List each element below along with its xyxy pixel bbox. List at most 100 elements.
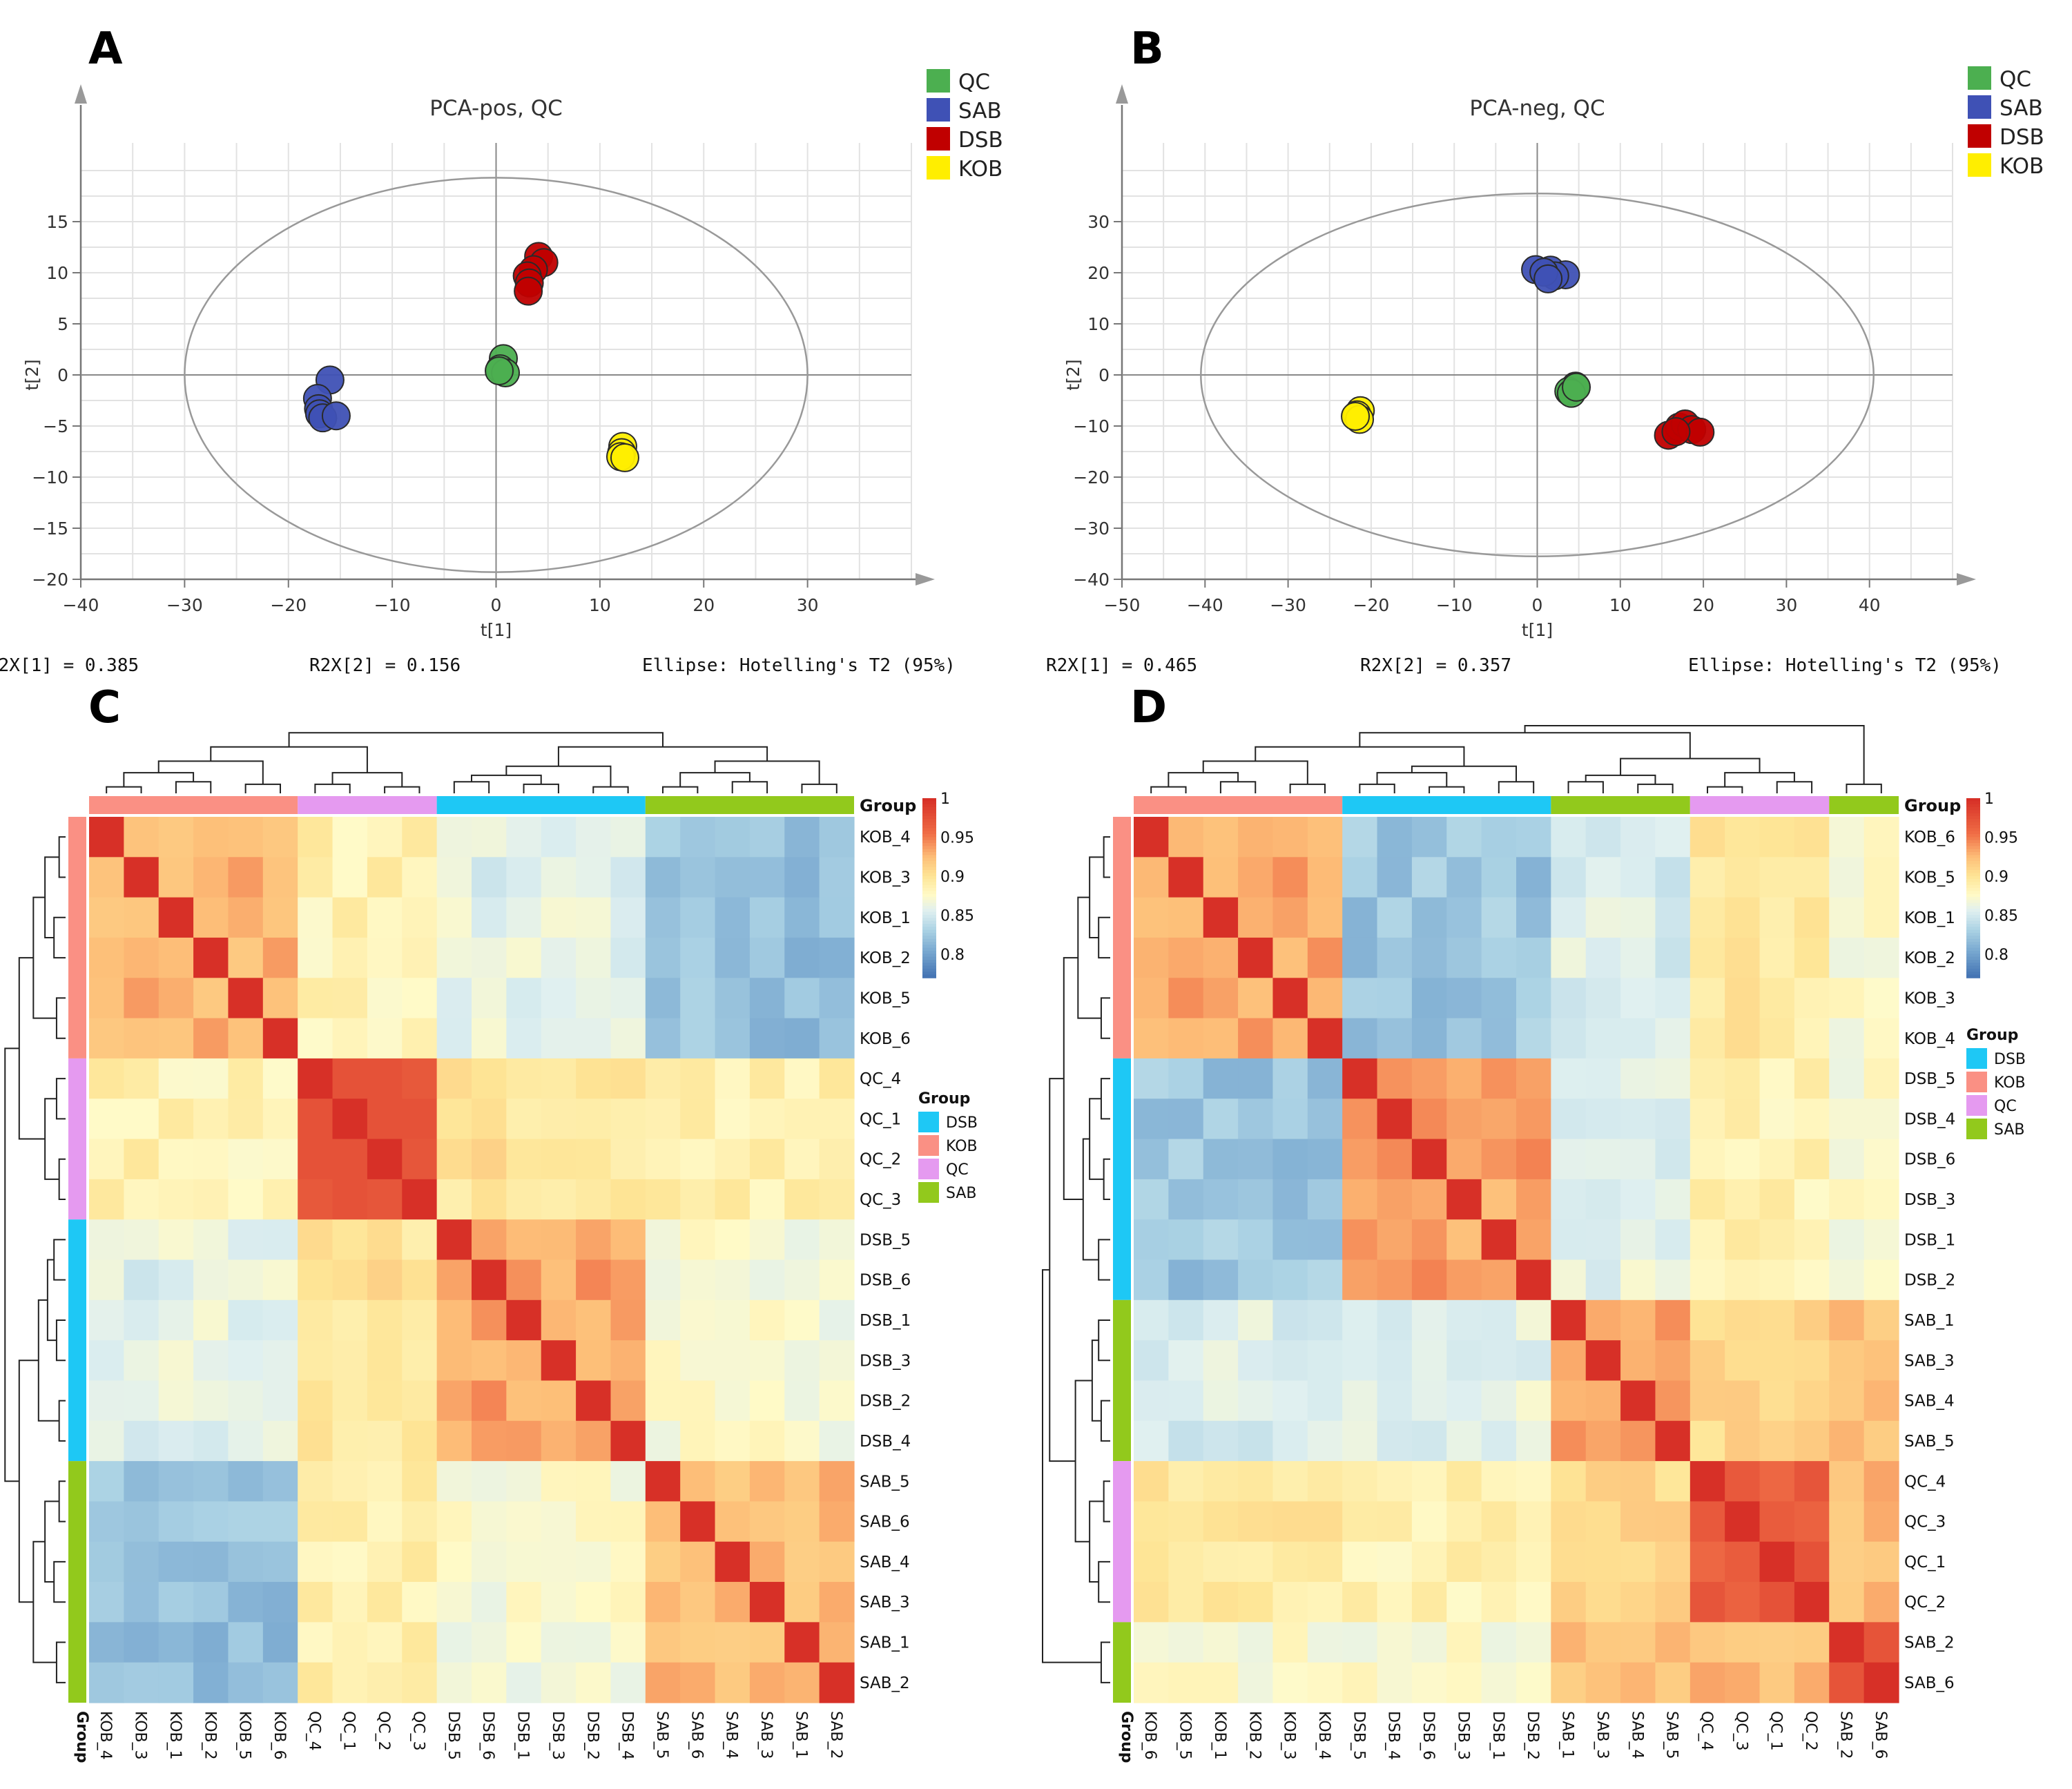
row-label: DSB_1 [1904,1231,1955,1249]
heatmap-cell [262,1340,298,1382]
heatmap-cell [1689,1139,1725,1180]
heatmap-cell [1446,937,1482,978]
heatmap-cell [158,1099,194,1140]
heatmap-cell [1794,857,1830,898]
heatmap-cell [576,897,612,938]
row-label: KOB_6 [1904,829,1955,847]
heatmap-cell [1411,1420,1447,1462]
heatmap-cell [367,1139,403,1180]
heatmap-cell [1725,1179,1761,1220]
heatmap-cell [541,1541,577,1583]
heatmap-cell [784,1420,820,1462]
heatmap-cell [436,1622,472,1663]
group-legend-label-kob: KOB [1994,1074,2026,1092]
column-label: DSB_5 [445,1711,462,1760]
dendrogram-link-side [1082,1138,1099,1261]
heatmap-cell [1307,1340,1343,1382]
heatmap-cell [1689,1219,1725,1261]
colorbar-segment [1966,831,1980,835]
heatmap-cell [298,857,333,898]
heatmap-cell [680,1420,716,1462]
heatmap-cell [506,1541,542,1583]
heatmap-cell [1342,1662,1378,1703]
heatmap-cell [436,1340,472,1382]
heatmap-cell [1446,1058,1482,1099]
dendrogram-link-top [288,732,664,747]
heatmap-cell [1307,1541,1343,1583]
colorbar-segment [1966,960,1980,964]
row-label: QC_2 [1904,1594,1946,1612]
heatmap-cell [1272,1179,1308,1220]
heatmap-cell [298,817,333,858]
heatmap-cell [1655,1541,1691,1583]
colorbar-segment [1966,843,1980,847]
footer-r2x2: R2X[2] = 0.156 [309,655,461,676]
data-point-kob [610,443,639,472]
colorbar-segment [922,798,936,802]
column-label: KOB_4 [1315,1711,1333,1760]
heatmap-cell [1829,1219,1865,1261]
heatmap-cell [158,978,194,1019]
heatmap-cell [1307,1461,1343,1502]
heatmap-cell [124,897,159,938]
heatmap-cell [1863,1179,1899,1220]
group-legend-label-qc: QC [946,1161,969,1179]
colorbar-segment [1966,969,1980,973]
row-label: QC_3 [1904,1514,1946,1531]
colorbar-segment [1966,951,1980,955]
heatmap-cell [819,1501,855,1543]
colorbar-segment [1966,965,1980,969]
heatmap-cell [1759,1139,1795,1180]
heatmap-cell [1307,1420,1343,1462]
heatmap-cell [1134,1461,1169,1502]
heatmap-cell [367,897,403,938]
heatmap-cell [298,1380,333,1422]
dendrogram-link-top [1289,783,1326,793]
colorbar-tick-label: 1 [940,791,950,808]
heatmap-cell [819,1582,855,1623]
heatmap-cell [715,1582,751,1623]
heatmap-cell [1342,1582,1378,1623]
heatmap-cell [1342,937,1378,978]
row-label: KOB_3 [860,869,911,887]
heatmap-cell [645,1380,681,1422]
colorbar-segment [1966,798,1980,802]
colorbar-segment [1966,804,1980,808]
heatmap-cell [1725,978,1761,1019]
heatmap-cell [1238,1662,1274,1703]
heatmap-cell [1655,1179,1691,1220]
heatmap-cell [262,1299,298,1341]
heatmap-cell [1551,978,1587,1019]
colorbar-segment [922,831,936,835]
heatmap-cell [1481,1662,1517,1703]
heatmap-cell [1481,978,1517,1019]
heatmap-cell [1446,1420,1482,1462]
row-label: DSB_1 [860,1312,911,1330]
heatmap-cell [576,1541,612,1583]
heatmap-cell [1689,1501,1725,1543]
heatmap-cell [332,1299,368,1341]
legend-label-dsb: DSB [2000,125,2044,150]
heatmap-cell [645,1058,681,1099]
heatmap-cell [298,1259,333,1301]
heatmap-cell [472,1662,507,1703]
heatmap-cell [819,1299,855,1341]
heatmap-cell [1551,1380,1587,1422]
heatmap-cell [1481,1259,1517,1301]
heatmap-cell [506,817,542,858]
y-tick-label: −20 [32,570,68,590]
dendrogram-link-top [1524,725,1865,784]
y-axis-arrow-icon [1116,84,1128,104]
heatmap-cell [645,817,681,858]
legend-swatch-dsb [927,127,950,151]
colorbar-segment [1966,861,1980,865]
heatmap-cell [1238,1582,1274,1623]
heatmap-cell [1307,978,1343,1019]
heatmap-cell [228,1299,264,1341]
heatmap-cell [506,1622,542,1663]
colorbar-segment [1966,891,1980,895]
heatmap-cell [367,817,403,858]
heatmap-cell [541,1662,577,1703]
heatmap-cell [1272,817,1308,858]
heatmap-cell [193,1461,229,1502]
